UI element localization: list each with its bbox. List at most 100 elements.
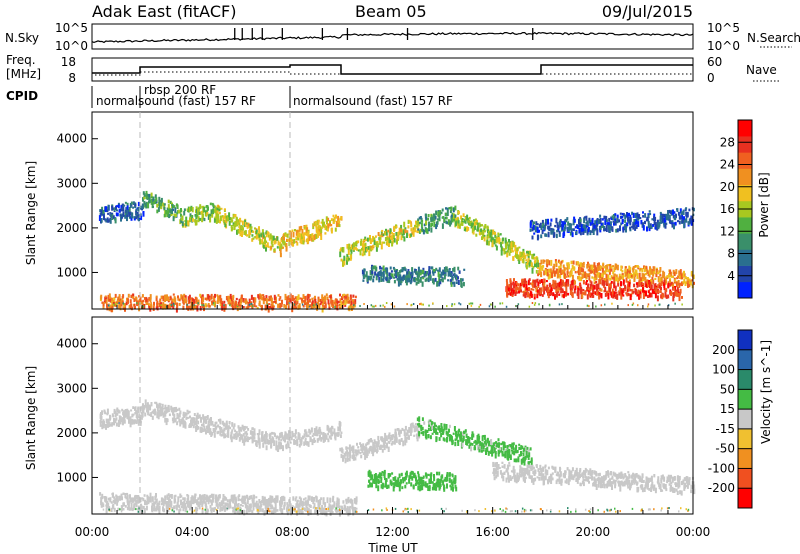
power-cell-2192	[108, 293, 111, 298]
velocity-cell-437	[261, 431, 264, 437]
velocity-cell-145	[147, 405, 150, 410]
power-cell-303	[214, 209, 217, 214]
velocity-cell-839	[427, 427, 430, 432]
velocity-cell-1447	[634, 473, 637, 479]
power-cell-2641	[322, 296, 325, 302]
power-cell-139	[148, 197, 151, 204]
velocity-cell-863	[438, 437, 441, 441]
power-cell-1700	[430, 266, 433, 270]
velocity-cell-1515	[663, 476, 666, 482]
power-cell-557	[308, 235, 311, 242]
power-cell-3222	[370, 304, 373, 307]
power-cell-2693	[343, 293, 346, 296]
power-cell-796	[407, 219, 410, 224]
power-cell-3018	[608, 283, 611, 290]
power-cell-2729	[508, 289, 511, 295]
power-cell-1372	[629, 267, 632, 272]
power-cell-592	[320, 227, 323, 234]
velocity-cell-1042	[509, 454, 512, 457]
power-cell-232	[186, 208, 189, 212]
velocity-cell-747	[385, 445, 388, 448]
power-cell-363	[239, 217, 242, 222]
power-cell-718	[376, 243, 379, 248]
velocity-cell-848	[431, 421, 434, 425]
nave-label: Nave	[746, 63, 777, 77]
power-cell-1766	[529, 228, 532, 232]
power-cell-2341	[177, 297, 180, 301]
velocity-cell-1449	[634, 479, 637, 483]
velocity-cell-1361	[601, 478, 604, 484]
nsearch-tick-bottom: 10^0	[707, 39, 740, 53]
velocity-cell-132	[142, 407, 145, 413]
velocity-cell-288	[205, 429, 207, 435]
power-cell-2982	[596, 286, 599, 293]
velocity-cell-1028	[504, 451, 507, 457]
power-cell-152	[154, 194, 157, 199]
power-cell-2865	[554, 280, 557, 284]
power-cell-336	[227, 215, 230, 221]
velocity-cell-106	[135, 420, 138, 424]
power-cell-1229	[574, 271, 577, 274]
power-cell-2607	[306, 304, 309, 310]
power-cell-2667	[333, 301, 336, 305]
power-cell-383	[246, 222, 249, 225]
power-cell-2461	[232, 305, 235, 309]
power-cell-648	[345, 257, 348, 261]
power-cell-259	[197, 210, 200, 216]
power-cell-1006	[488, 231, 490, 236]
power-cell-2713	[352, 294, 355, 298]
power-cell-2827	[542, 281, 544, 286]
power-cell-1714	[438, 281, 441, 287]
power-cell-2903	[567, 283, 569, 287]
power-cell-917	[455, 221, 457, 226]
velocity-cell-168	[157, 415, 160, 420]
power-cell-3320	[219, 304, 222, 306]
velocity-cell-291	[206, 415, 209, 420]
power-cell-2487	[245, 306, 248, 309]
power-cell-1074	[514, 244, 517, 250]
velocity-cell-13	[101, 421, 104, 428]
power-cell-298	[213, 218, 216, 223]
power-cell-807	[412, 227, 415, 233]
power-cell-2299	[158, 302, 161, 308]
power-cell-989	[483, 228, 486, 231]
velocity-cell-1508	[660, 475, 663, 479]
velocity-cell-820	[418, 431, 421, 437]
power-cell-1991	[619, 225, 621, 232]
velocity-cell-111	[136, 410, 139, 417]
power-cell-3014	[607, 294, 610, 300]
power-cell-2979	[594, 291, 597, 295]
velocity-cell-1169	[521, 467, 524, 474]
power-cell-517	[295, 236, 298, 241]
velocity-cell-535	[300, 439, 303, 443]
velocity-cell-578	[318, 426, 321, 431]
power-cell-2220	[118, 294, 121, 300]
power-cell-1213	[566, 270, 569, 276]
power-cell-1900	[586, 220, 589, 224]
nave-tick-top: 60	[707, 55, 722, 69]
velocity-cell-1093	[528, 452, 531, 457]
velocity-cell-1229	[544, 464, 547, 467]
power-cell-65	[123, 204, 126, 207]
velocity-cell-1206	[534, 477, 537, 482]
power-cell-2242	[130, 303, 133, 309]
power-cell-311	[217, 217, 220, 223]
power-cell-2946	[582, 280, 585, 285]
power-cell-3208	[141, 302, 143, 305]
power-cell-1816	[554, 224, 557, 228]
velocity-cell-548	[306, 435, 308, 438]
velocity-cell-80	[125, 409, 128, 416]
power-cell-429	[263, 244, 265, 249]
power-cell-865	[432, 216, 435, 221]
power-cell-2669	[334, 299, 337, 303]
velocity-cell-818	[418, 435, 421, 439]
power-cell-201	[173, 205, 176, 209]
power-cell-2138	[679, 208, 682, 214]
power-cell-2586	[295, 306, 298, 310]
velocity-cell-1230	[544, 475, 547, 481]
velocity-cell-456	[269, 438, 272, 445]
power-cell-3167	[667, 282, 670, 287]
power-cell-1875	[576, 224, 579, 229]
power-cell-867	[434, 216, 437, 220]
velocity-cell-1394	[614, 472, 617, 477]
